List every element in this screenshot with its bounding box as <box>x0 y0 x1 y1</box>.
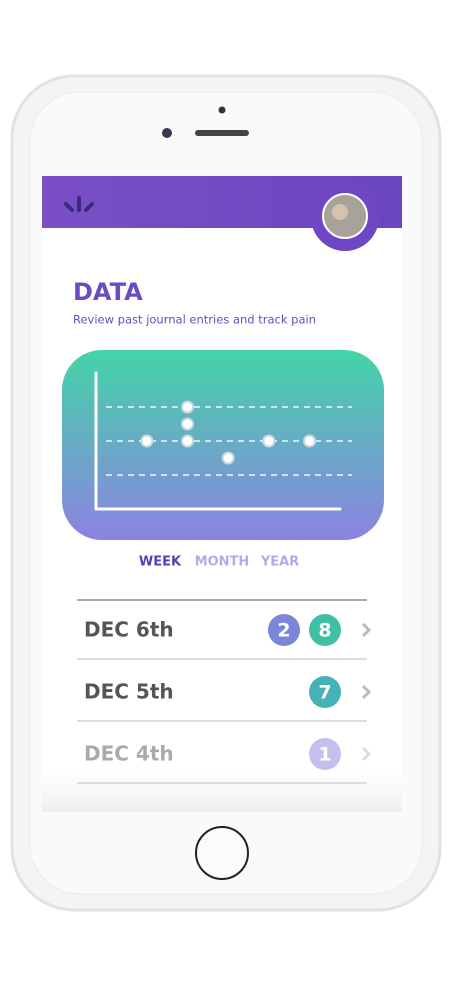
page-subtitle: Review past journal entries and track pa… <box>73 313 316 327</box>
tab[interactable]: YEAR <box>260 555 299 570</box>
app-logo <box>64 196 94 212</box>
screen-fade <box>42 760 402 812</box>
tab[interactable]: WEEK <box>139 555 182 570</box>
data-point <box>262 434 276 448</box>
badge-value: 7 <box>318 682 331 704</box>
entry-date[interactable]: DEC 4th <box>84 742 174 766</box>
badge-value: 2 <box>277 620 290 642</box>
badge-value: 1 <box>318 744 331 766</box>
chevron[interactable] <box>361 684 372 700</box>
page-title: DATA <box>73 278 143 306</box>
avatar-face <box>332 204 348 220</box>
tab[interactable]: MONTH <box>195 555 250 570</box>
chart-card <box>62 350 384 540</box>
sensor <box>218 106 226 114</box>
badge <box>309 738 341 770</box>
entry-date[interactable]: DEC 5th <box>84 680 174 704</box>
home-button[interactable] <box>195 826 249 880</box>
badge <box>309 676 341 708</box>
data-point <box>181 417 194 431</box>
data-point <box>181 400 194 414</box>
badge-value: 8 <box>318 620 331 642</box>
speaker <box>195 130 249 136</box>
tabs: WEEK MONTH YEAR <box>139 555 299 570</box>
data-point <box>181 434 194 448</box>
data-point <box>303 434 316 448</box>
badge <box>309 614 341 646</box>
entry-list: DEC 6th 2 8 DEC 5th 7 DEC 4th 1 <box>77 599 372 784</box>
chevron[interactable] <box>361 746 372 762</box>
data-point <box>140 434 154 448</box>
plot <box>94 371 352 511</box>
camera <box>162 128 172 138</box>
badge <box>268 614 300 646</box>
chevron[interactable] <box>361 622 372 638</box>
data-point <box>221 451 235 465</box>
entry-date[interactable]: DEC 6th <box>84 618 174 642</box>
